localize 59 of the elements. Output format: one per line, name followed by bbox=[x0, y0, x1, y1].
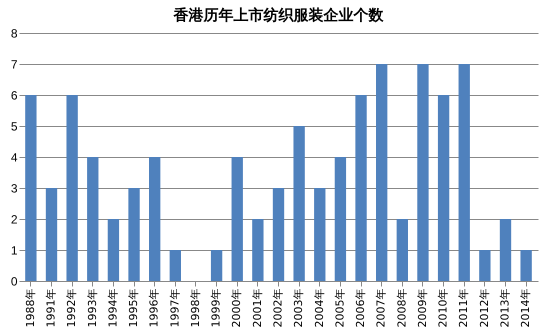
x-tick-label: 1995年 bbox=[127, 288, 140, 328]
bar bbox=[438, 95, 450, 281]
y-tick-label: 2 bbox=[10, 212, 18, 226]
y-tick-label: 5 bbox=[10, 120, 18, 134]
bar bbox=[500, 219, 512, 281]
x-tick-label: 2009年 bbox=[416, 288, 429, 328]
x-tick-label: 2005年 bbox=[333, 288, 346, 328]
bar bbox=[355, 95, 367, 281]
bar bbox=[170, 250, 181, 281]
x-tick-label: 1996年 bbox=[148, 288, 161, 328]
bar bbox=[520, 250, 532, 281]
bar bbox=[272, 188, 284, 281]
bar bbox=[128, 188, 140, 281]
bar bbox=[252, 219, 264, 281]
bar bbox=[108, 219, 120, 281]
chart-title: 香港历年上市纺织服装企业个数 bbox=[172, 6, 384, 24]
bar bbox=[210, 250, 222, 281]
x-tick-label: 2012年 bbox=[478, 288, 491, 328]
bar bbox=[232, 157, 243, 281]
x-tick-label: 1992年 bbox=[65, 288, 78, 328]
x-tick-label: 2013年 bbox=[498, 288, 512, 328]
y-tick-label: 1 bbox=[10, 244, 18, 258]
bar bbox=[314, 188, 326, 281]
bar bbox=[87, 157, 98, 281]
bar bbox=[479, 250, 491, 281]
x-tick-label: 2008年 bbox=[395, 288, 408, 328]
x-tick-label: 1994年 bbox=[106, 288, 120, 328]
y-tick-label: 6 bbox=[10, 88, 18, 102]
x-tick-label: 2004年 bbox=[312, 288, 326, 328]
bar bbox=[334, 157, 346, 281]
bar bbox=[396, 219, 408, 281]
bar bbox=[417, 64, 429, 281]
x-tick-label: 2007年 bbox=[374, 288, 388, 328]
x-tick-label: 1997年 bbox=[168, 288, 182, 328]
x-tick-label: 2000年 bbox=[230, 288, 244, 328]
y-tick-label: 3 bbox=[10, 182, 18, 196]
bar bbox=[458, 64, 470, 281]
bar bbox=[149, 157, 160, 281]
x-tick-label: 1993年 bbox=[86, 288, 99, 328]
x-tick-label: 2011年 bbox=[457, 288, 470, 328]
x-tick-label: 2010年 bbox=[436, 288, 450, 328]
y-tick-label: 0 bbox=[10, 274, 18, 288]
x-tick-label: 2003年 bbox=[292, 288, 306, 328]
x-tick-label: 1999年 bbox=[210, 288, 223, 328]
x-tick-label: 1988年 bbox=[24, 288, 37, 328]
bar bbox=[25, 95, 37, 281]
bar bbox=[66, 95, 78, 281]
y-tick-label: 4 bbox=[10, 150, 18, 164]
x-tick-label: 1991年 bbox=[44, 288, 58, 328]
bar bbox=[376, 64, 388, 281]
x-tick-label: 2014年 bbox=[519, 288, 532, 328]
x-tick-label: 1998年 bbox=[188, 288, 202, 328]
x-tick-label: 2002年 bbox=[272, 288, 284, 328]
x-tick-label: 2006年 bbox=[354, 288, 368, 328]
bar bbox=[293, 126, 305, 281]
y-tick-label: 8 bbox=[10, 26, 18, 40]
y-tick-label: 7 bbox=[10, 58, 18, 72]
x-tick-label: 2001年 bbox=[250, 288, 264, 328]
bar bbox=[46, 188, 58, 281]
